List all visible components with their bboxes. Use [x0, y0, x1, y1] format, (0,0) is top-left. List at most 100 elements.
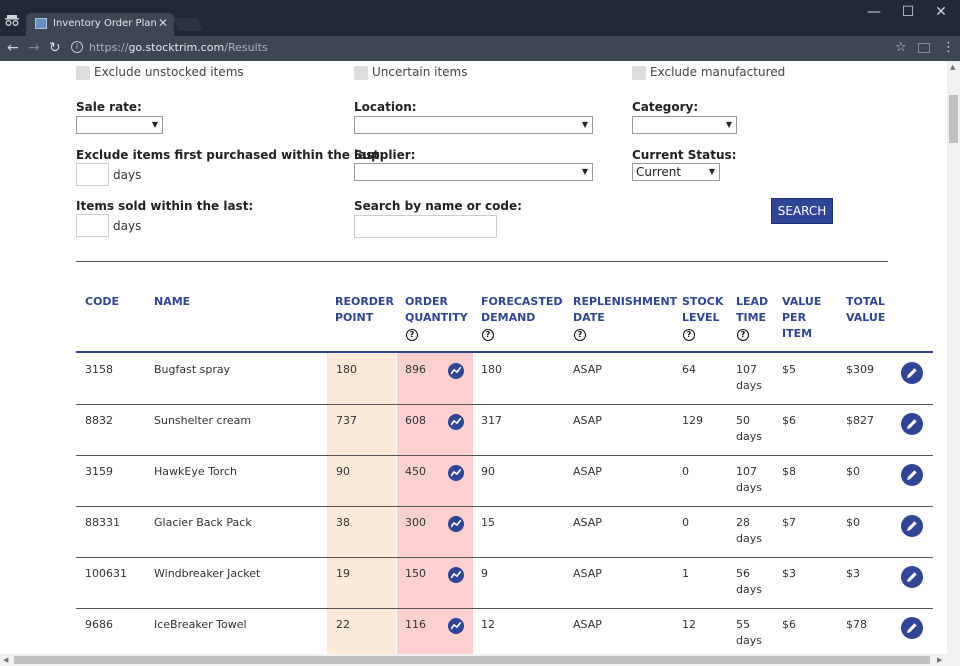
- horizontal-scroll-thumb[interactable]: [14, 656, 930, 664]
- lead-time-value: 56: [736, 567, 750, 580]
- lead-time-unit: days: [736, 532, 762, 545]
- back-button[interactable]: ←: [7, 40, 19, 56]
- forward-button[interactable]: →: [28, 40, 40, 56]
- cast-icon[interactable]: [918, 43, 930, 53]
- cell-stock-level: 0: [682, 465, 689, 478]
- header-order-quantity[interactable]: ORDER QUANTITY: [405, 294, 468, 326]
- order-quantity-help-icon[interactable]: ?: [406, 329, 418, 341]
- header-forecasted-demand[interactable]: FORECASTED DEMAND: [481, 294, 563, 326]
- cell-order-quantity: 896: [405, 363, 426, 376]
- checkbox-box[interactable]: [632, 66, 646, 80]
- chevron-down-icon: ▼: [581, 120, 588, 129]
- header-replenishment-date[interactable]: REPLENISHMENT DATE: [573, 294, 677, 326]
- header-name[interactable]: NAME: [154, 295, 191, 308]
- trend-chart-icon[interactable]: [448, 414, 464, 430]
- header-line: VALUE: [846, 311, 886, 324]
- lead-time-help-icon[interactable]: ?: [737, 329, 749, 341]
- cell-total-value: $78: [846, 618, 867, 631]
- scroll-up-arrow-icon[interactable]: ▲: [950, 63, 956, 71]
- search-input[interactable]: [354, 215, 497, 238]
- maximize-button[interactable]: ☐: [901, 4, 915, 20]
- stock-level-help-icon[interactable]: ?: [683, 329, 695, 341]
- scroll-left-arrow-icon[interactable]: ◀: [3, 656, 9, 664]
- cell-forecasted-demand: 12: [481, 618, 495, 631]
- close-window-button[interactable]: ✕: [935, 4, 947, 20]
- cell-replenishment-date: ASAP: [573, 465, 602, 478]
- trend-chart-icon[interactable]: [448, 363, 464, 379]
- header-stock-level[interactable]: STOCK LEVEL: [682, 294, 723, 326]
- row-divider: [76, 608, 933, 609]
- cell-stock-level: 64: [682, 363, 696, 376]
- trend-chart-icon[interactable]: [448, 618, 464, 634]
- cell-replenishment-date: ASAP: [573, 567, 602, 580]
- url-text: https://go.stocktrim.com/Results: [89, 41, 268, 54]
- browser-tab[interactable]: Inventory Order Plan - St ✕: [26, 13, 174, 36]
- header-line: STOCK: [682, 295, 724, 308]
- trend-chart-icon[interactable]: [448, 516, 464, 532]
- bookmark-star-icon[interactable]: ☆: [895, 40, 907, 55]
- tab-close-icon[interactable]: ✕: [158, 16, 169, 30]
- cell-name: Bugfast spray: [154, 363, 231, 376]
- site-info-icon[interactable]: i: [71, 41, 83, 53]
- cell-code: 3158: [85, 363, 113, 376]
- location-select[interactable]: ▼: [354, 116, 593, 134]
- tab-title: Inventory Order Plan - St: [53, 18, 156, 29]
- pencil-edit-icon[interactable]: [901, 464, 923, 486]
- cell-reorder-point: 90: [336, 465, 350, 478]
- header-code[interactable]: CODE: [85, 295, 120, 308]
- browser-toolbar: ← → ↻ i https://go.stocktrim.com/Results…: [0, 36, 960, 61]
- checkbox-box[interactable]: [76, 66, 90, 80]
- sale-rate-select[interactable]: ▼: [76, 116, 163, 134]
- cell-code: 100631: [85, 567, 127, 580]
- exclude-first-purchased-input[interactable]: [76, 163, 109, 186]
- cell-replenishment-date: ASAP: [573, 363, 602, 376]
- pencil-edit-icon[interactable]: [901, 413, 923, 435]
- header-value-per-item[interactable]: VALUE PER ITEM: [782, 294, 821, 342]
- browser-menu-icon[interactable]: ⋮: [942, 40, 955, 55]
- header-total-value[interactable]: TOTAL VALUE: [846, 294, 885, 326]
- reload-button[interactable]: ↻: [49, 40, 61, 56]
- header-line: REPLENISHMENT: [573, 295, 678, 308]
- select-value: Current: [636, 165, 682, 179]
- cell-code: 88331: [85, 516, 120, 529]
- row-divider: [76, 455, 933, 456]
- favicon-icon: [35, 18, 47, 29]
- cell-value-per-item: $5: [782, 363, 796, 376]
- cell-value-per-item: $6: [782, 414, 796, 427]
- cell-name: Windbreaker Jacket: [154, 567, 261, 580]
- pencil-edit-icon[interactable]: [901, 566, 923, 588]
- cell-code: 3159: [85, 465, 113, 478]
- horizontal-scrollbar[interactable]: ◀ ▶: [0, 654, 960, 666]
- cell-reorder-point: 737: [336, 414, 357, 427]
- vertical-scrollbar[interactable]: ▲: [947, 61, 960, 654]
- header-reorder-point[interactable]: REORDER POINT: [335, 294, 394, 326]
- pencil-edit-icon[interactable]: [901, 515, 923, 537]
- lead-time-unit: days: [736, 634, 762, 647]
- header-line: TOTAL: [846, 295, 886, 308]
- new-tab-button[interactable]: [172, 18, 204, 31]
- replenishment-date-help-icon[interactable]: ?: [574, 329, 586, 341]
- supplier-select[interactable]: ▼: [354, 163, 593, 181]
- filters-divider: [76, 261, 888, 262]
- cell-name: Sunshelter cream: [154, 414, 252, 427]
- header-line: DEMAND: [481, 311, 536, 324]
- category-select[interactable]: ▼: [632, 116, 737, 134]
- search-button[interactable]: SEARCH: [771, 198, 833, 224]
- header-lead-time[interactable]: LEAD TIME: [736, 294, 768, 326]
- address-bar[interactable]: i https://go.stocktrim.com/Results: [65, 39, 915, 58]
- pencil-edit-icon[interactable]: [901, 617, 923, 639]
- checkbox-box[interactable]: [354, 66, 368, 80]
- items-sold-input[interactable]: [76, 214, 109, 237]
- page-viewport: Exclude unstocked items Uncertain items …: [1, 61, 947, 654]
- trend-chart-icon[interactable]: [448, 567, 464, 583]
- order-quantity-highlight: [397, 351, 473, 654]
- forecasted-demand-help-icon[interactable]: ?: [482, 329, 494, 341]
- pencil-edit-icon[interactable]: [901, 362, 923, 384]
- minimize-button[interactable]: —: [867, 4, 881, 20]
- scroll-right-arrow-icon[interactable]: ▶: [937, 656, 943, 664]
- cell-name: HawkEye Torch: [154, 465, 237, 478]
- header-line: VALUE: [782, 295, 822, 308]
- vertical-scroll-thumb[interactable]: [949, 95, 958, 143]
- trend-chart-icon[interactable]: [448, 465, 464, 481]
- current-status-select[interactable]: Current ▼: [632, 163, 720, 181]
